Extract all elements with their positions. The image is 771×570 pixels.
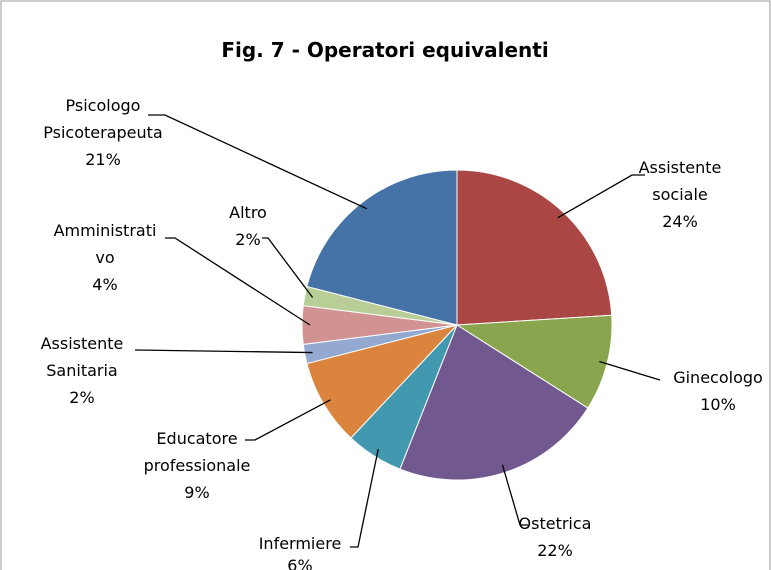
- pie-slice: [456, 169, 613, 326]
- leader-line: [501, 464, 528, 526]
- leader-line: [148, 114, 368, 210]
- data-label: Educatore professionale 9%: [127, 425, 267, 506]
- leader-line: [262, 237, 314, 298]
- category-label: Ostetrica: [518, 514, 592, 533]
- category-label: Infermiere: [258, 534, 342, 553]
- data-label: Ginecologo 10%: [663, 364, 771, 418]
- value-label: 10%: [700, 395, 736, 414]
- pie-slice: [306, 169, 458, 326]
- data-label: Infermiere 6%: [250, 533, 350, 570]
- data-label: Assistente Sanitaria 2%: [22, 330, 142, 411]
- value-label: 6%: [287, 556, 313, 570]
- category-label: Altro: [229, 203, 267, 222]
- category-label: Psicologo Psicoterapeuta: [43, 96, 163, 142]
- leader-line: [165, 237, 311, 326]
- data-label: Assistente sociale 24%: [625, 154, 735, 235]
- category-label: Assistente sociale: [638, 158, 722, 204]
- data-label: Ostetrica 22%: [505, 510, 605, 564]
- value-label: 21%: [85, 150, 121, 169]
- leader-line: [245, 399, 331, 441]
- leader-line: [557, 174, 645, 219]
- category-label: Assistente Sanitaria: [40, 334, 124, 380]
- leader-line: [350, 448, 379, 548]
- data-label: Psicologo Psicoterapeuta 21%: [38, 92, 168, 173]
- value-label: 2%: [69, 388, 95, 407]
- value-label: 4%: [92, 275, 118, 294]
- value-label: 9%: [184, 483, 210, 502]
- data-label: Amministrativo 4%: [53, 217, 158, 298]
- leader-line: [134, 349, 313, 354]
- value-label: 2%: [235, 230, 261, 249]
- category-label: Amministrativo: [53, 221, 157, 267]
- leader-line: [599, 360, 661, 381]
- value-label: 24%: [662, 212, 698, 231]
- category-label: Educatore professionale: [143, 429, 251, 475]
- category-label: Ginecologo: [673, 368, 763, 387]
- data-label: Altro 2%: [218, 199, 278, 253]
- chart-title: Fig. 7 - Operatori equivalenti: [221, 38, 548, 62]
- value-label: 22%: [537, 541, 573, 560]
